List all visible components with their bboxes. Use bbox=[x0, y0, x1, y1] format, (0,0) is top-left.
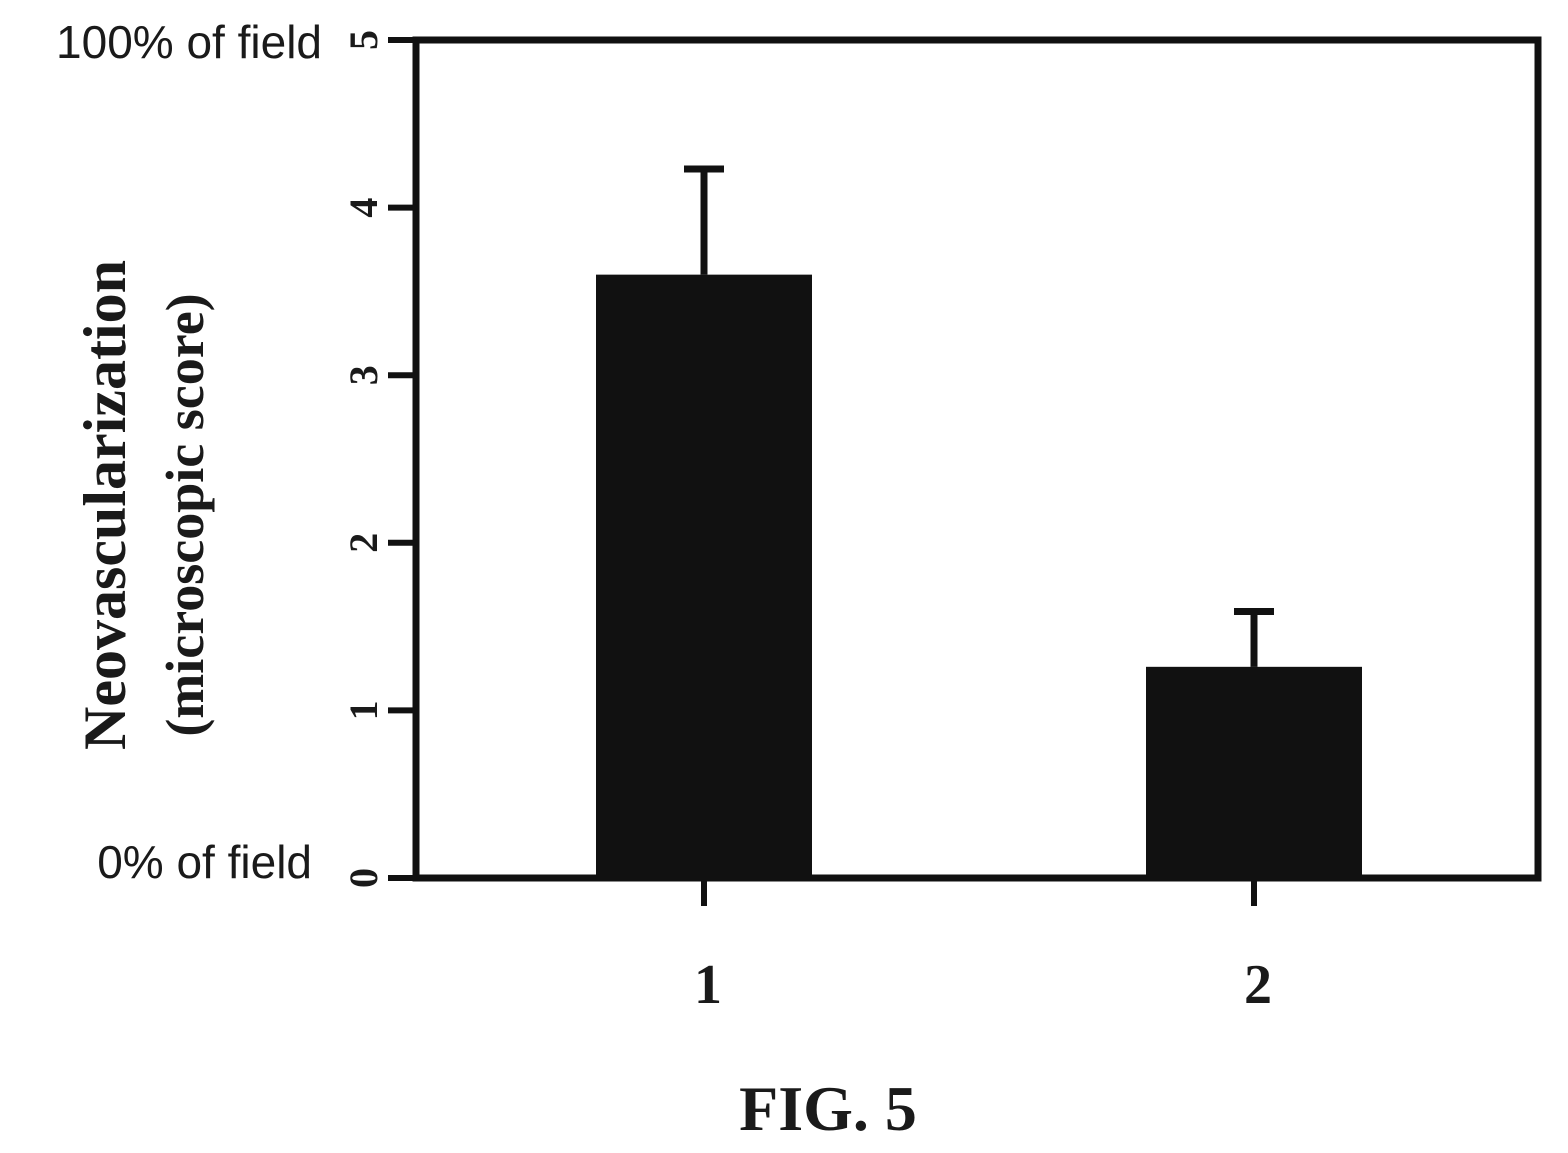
x-tick-label: 1 bbox=[694, 954, 722, 1016]
y-max-label: 100% of field bbox=[56, 16, 322, 68]
chart-marks: 0 1 2 3 4 5 1 2 bbox=[341, 30, 1542, 1016]
y-axis-sublabel: (microscopic score) bbox=[155, 293, 215, 736]
x-tick-label: 2 bbox=[1244, 954, 1272, 1016]
y-tick-label: 0 bbox=[341, 868, 386, 888]
plot-frame bbox=[412, 36, 1542, 882]
y-tick-label: 2 bbox=[341, 533, 386, 553]
bar-2 bbox=[1146, 666, 1362, 878]
y-axis-label: Neovascularization bbox=[72, 260, 138, 750]
y-tick-label: 3 bbox=[341, 365, 386, 385]
y-min-label: 0% of field bbox=[97, 836, 312, 888]
bar-1 bbox=[596, 274, 812, 878]
figure-caption: FIG. 5 bbox=[739, 1073, 917, 1144]
y-tick-label: 5 bbox=[341, 30, 386, 50]
y-tick-label: 1 bbox=[341, 700, 386, 720]
y-tick-label: 4 bbox=[341, 198, 386, 218]
